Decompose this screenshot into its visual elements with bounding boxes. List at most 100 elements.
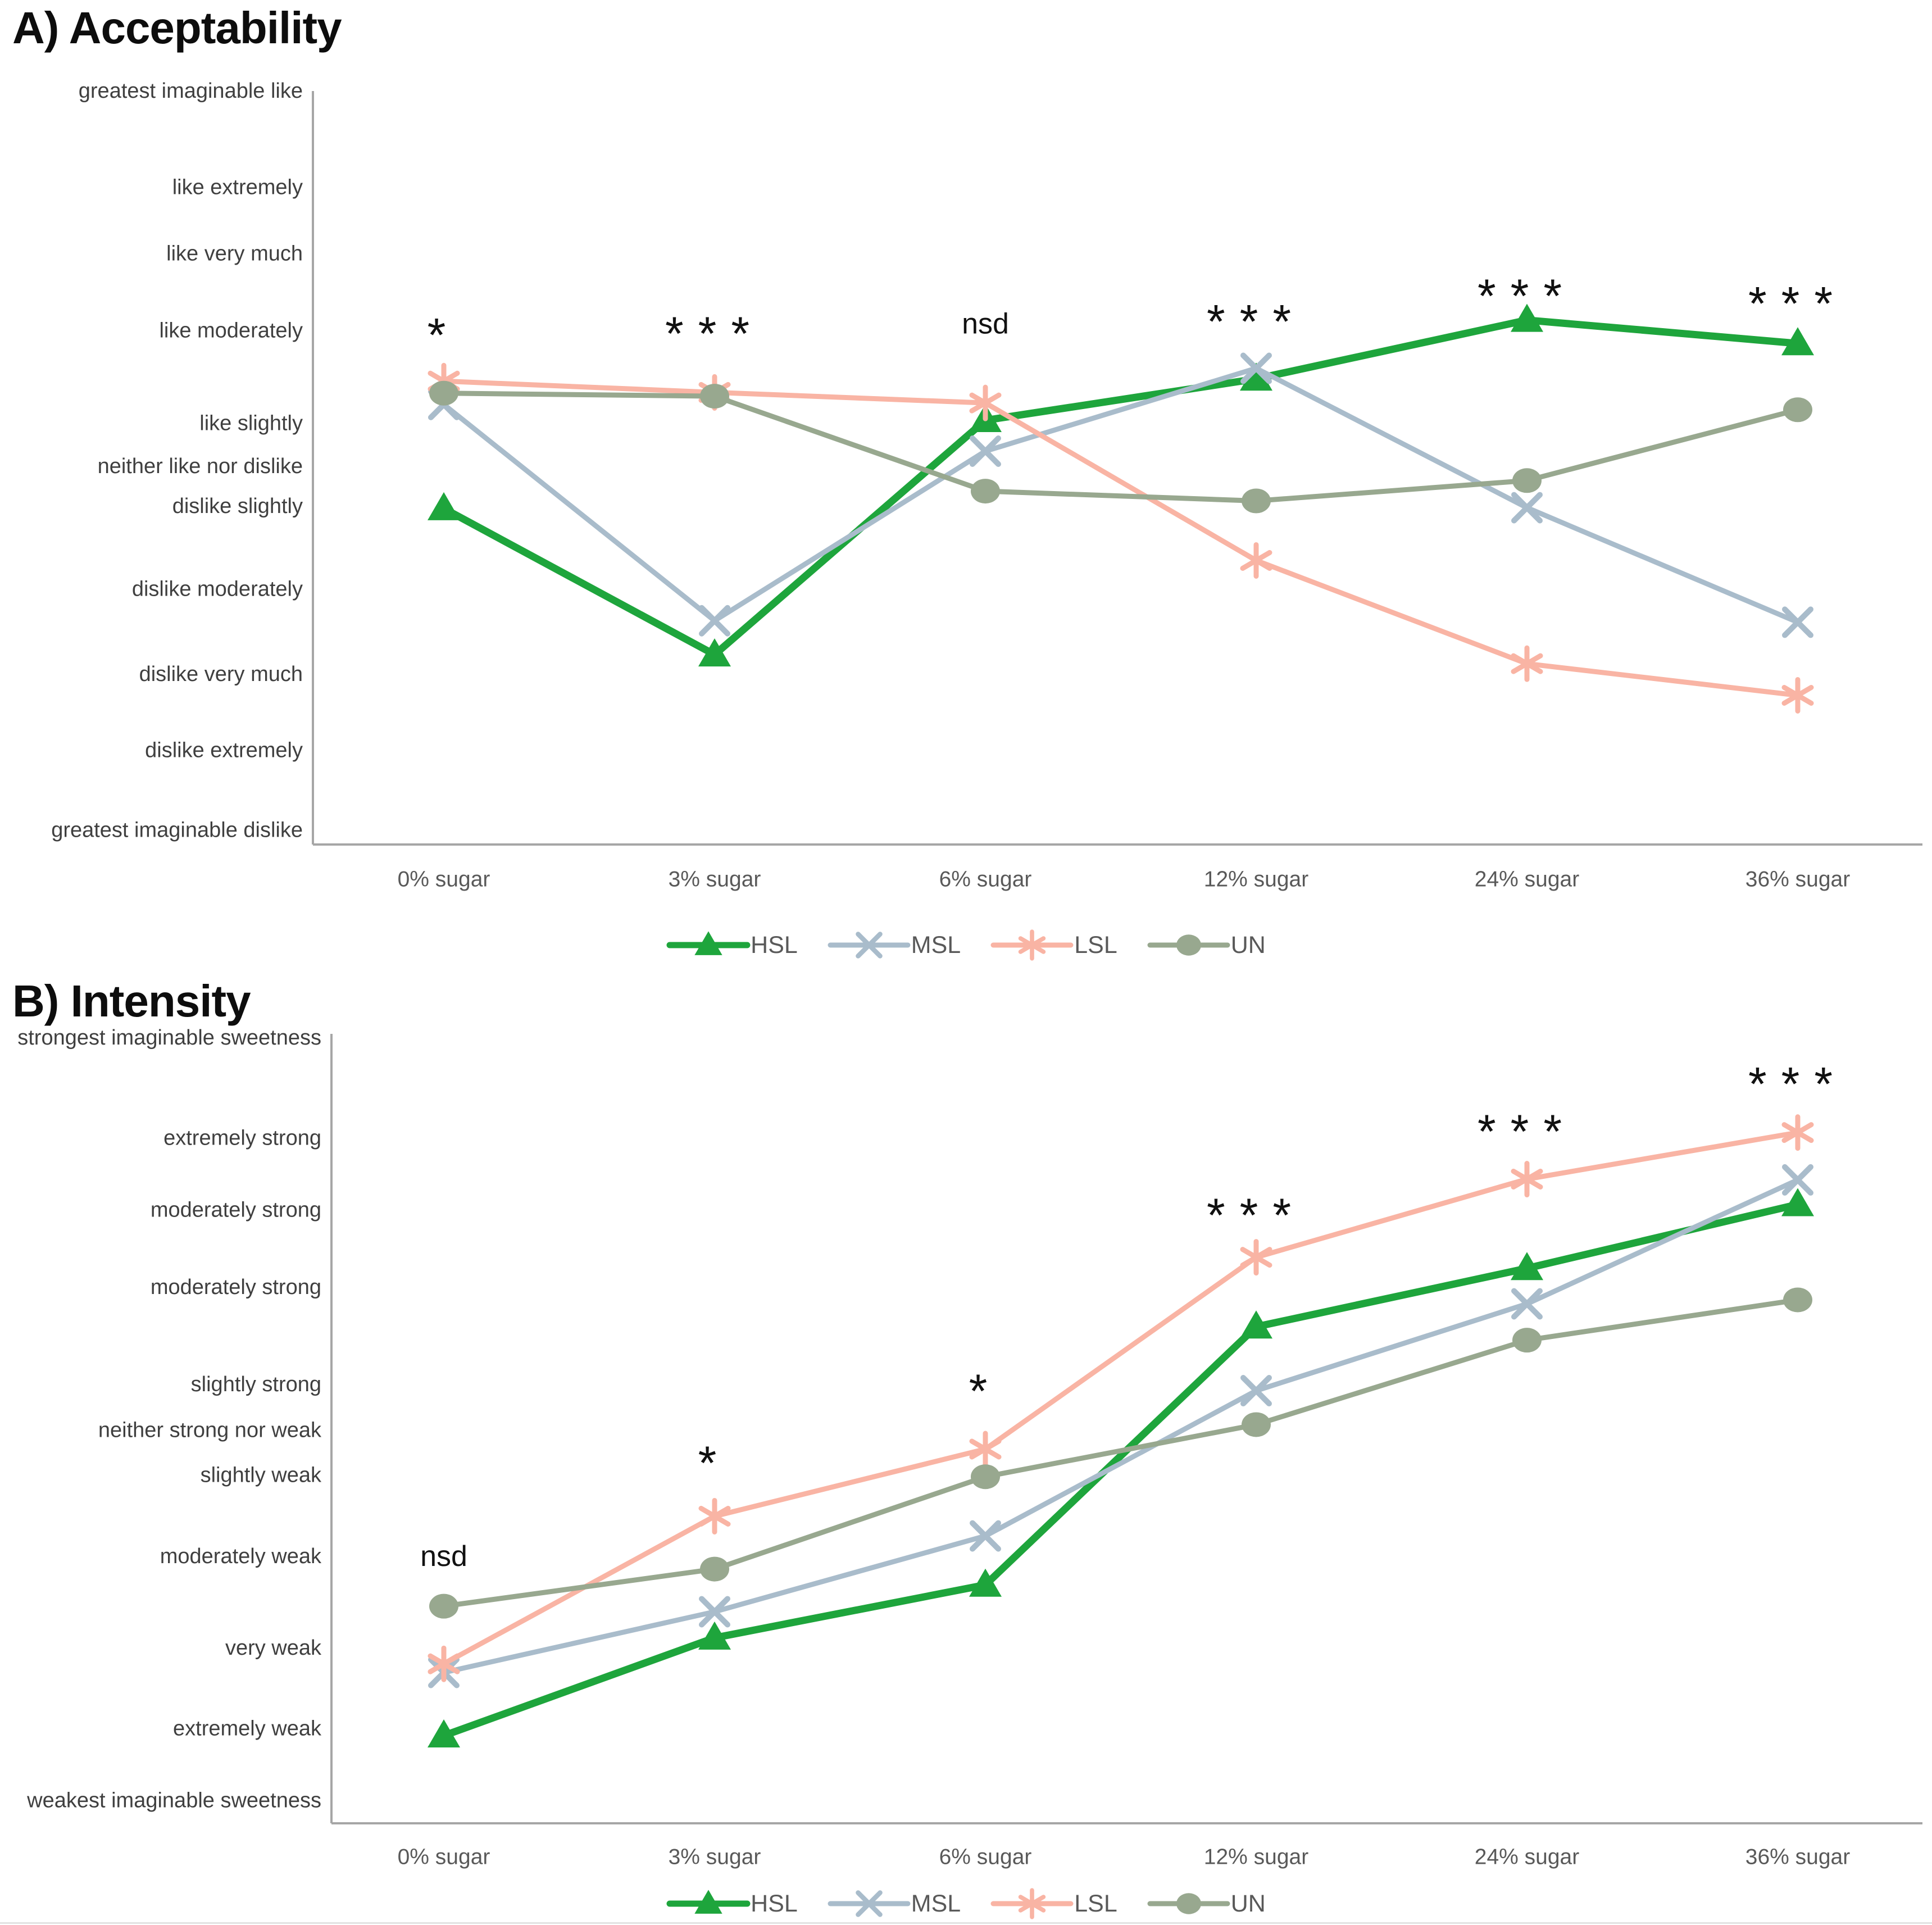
series-line-un bbox=[441, 391, 1801, 504]
legend-glyph bbox=[855, 1890, 883, 1917]
x-axis-label: 3% sugar bbox=[669, 868, 761, 892]
x-axis-label: 6% sugar bbox=[939, 1845, 1032, 1869]
y-axis-label: dislike slightly bbox=[172, 494, 303, 518]
series-marker-hsl bbox=[1781, 327, 1814, 356]
series-marker-un bbox=[1242, 488, 1271, 514]
legend-panel-a: HSL MSL LSL UN bbox=[0, 928, 1932, 962]
panel-b-group: strongest imaginable sweetness extremely … bbox=[17, 1026, 1922, 1869]
y-axis-label: like extremely bbox=[172, 176, 303, 199]
series-marker-un bbox=[429, 380, 458, 406]
legend-item-label: LSL bbox=[1074, 1890, 1117, 1917]
series-marker-lsl bbox=[969, 384, 1002, 421]
x-axis-label: 3% sugar bbox=[669, 1845, 761, 1869]
series-marker-msl bbox=[1240, 352, 1272, 384]
y-axis-label: moderately weak bbox=[160, 1545, 322, 1568]
series-marker-hsl bbox=[698, 638, 731, 667]
significance-label: *** bbox=[1748, 277, 1847, 330]
significance-label: *** bbox=[1748, 1057, 1847, 1110]
series-marker-hsl bbox=[1240, 1310, 1272, 1339]
series-marker-lsl bbox=[1240, 1239, 1272, 1276]
series-marker-msl bbox=[699, 605, 730, 637]
legend-item-lsl: LSL bbox=[990, 928, 1117, 962]
x-axis-label: 0% sugar bbox=[398, 868, 490, 892]
series-marker-lsl bbox=[1240, 542, 1272, 579]
legend-item-label: UN bbox=[1230, 1890, 1266, 1917]
significance-label: *** bbox=[1478, 1105, 1576, 1157]
series-marker-un bbox=[1783, 397, 1812, 423]
legend-glyph bbox=[694, 1890, 722, 1914]
series-marker-hsl bbox=[1511, 1252, 1543, 1281]
x-axis-label: 12% sugar bbox=[1204, 1845, 1308, 1869]
series-marker-un bbox=[429, 1593, 458, 1619]
legend-item-label: LSL bbox=[1074, 931, 1117, 959]
significance-label: * bbox=[428, 308, 461, 361]
series-line-hsl bbox=[440, 1200, 1802, 1740]
x-axis-label: 24% sugar bbox=[1475, 1845, 1579, 1869]
panel-a-group: greatest imaginable like like extremely li… bbox=[51, 79, 1922, 892]
legend-item-lsl: LSL bbox=[990, 1887, 1117, 1921]
legend-item-hsl: HSL bbox=[666, 1887, 798, 1921]
series-line-hsl bbox=[440, 316, 1802, 659]
series-marker-hsl bbox=[698, 1621, 731, 1650]
legend-marker-un bbox=[1147, 1893, 1230, 1914]
legend-marker-msl bbox=[828, 1890, 911, 1917]
series-marker-msl bbox=[1782, 1164, 1813, 1196]
legend-item-label: MSL bbox=[911, 931, 961, 959]
series-marker-lsl bbox=[698, 1497, 731, 1534]
legend-marker-lsl bbox=[990, 1888, 1074, 1919]
series-marker-lsl bbox=[1781, 1114, 1814, 1151]
legend-item-hsl: HSL bbox=[666, 928, 798, 962]
significance-label: nsd bbox=[420, 1540, 467, 1573]
legend-item-un: UN bbox=[1147, 928, 1266, 962]
series-marker-msl bbox=[970, 1520, 1001, 1552]
legend-marker-un bbox=[1147, 934, 1230, 956]
panel-b-title: B) Intensity bbox=[12, 976, 251, 1026]
legend-glyph bbox=[1018, 929, 1046, 961]
legend-marker-lsl bbox=[990, 929, 1074, 961]
legend-item-label: HSL bbox=[751, 931, 798, 959]
significance-label: * bbox=[698, 1436, 731, 1489]
series-marker-hsl bbox=[969, 1568, 1002, 1597]
legend-item-label: UN bbox=[1230, 931, 1266, 959]
series-marker-un bbox=[971, 1464, 1000, 1490]
x-axis-label: 0% sugar bbox=[398, 1845, 490, 1869]
series-marker-lsl bbox=[1511, 1161, 1543, 1198]
y-axis-label: slightly weak bbox=[201, 1463, 322, 1487]
legend-glyph bbox=[1176, 1893, 1201, 1914]
y-axis-label: strongest imaginable sweetness bbox=[17, 1026, 321, 1050]
x-axis-label: 6% sugar bbox=[939, 868, 1032, 892]
x-axis-label: 36% sugar bbox=[1745, 868, 1850, 892]
y-axis-label: dislike very much bbox=[139, 662, 303, 686]
legend-glyph bbox=[1018, 1888, 1046, 1919]
y-axis-label: weakest imaginable sweetness bbox=[26, 1788, 321, 1812]
significance-label: *** bbox=[1207, 295, 1306, 348]
y-axis-label: neither strong nor weak bbox=[98, 1418, 322, 1442]
significance-label: *** bbox=[665, 307, 764, 360]
series-marker-lsl bbox=[969, 1431, 1002, 1468]
x-axis-label: 12% sugar bbox=[1204, 868, 1308, 892]
series-marker-un bbox=[700, 384, 729, 409]
series-line-un bbox=[441, 1297, 1801, 1609]
series-marker-un bbox=[971, 479, 1000, 504]
series-marker-hsl bbox=[428, 492, 460, 520]
series-line-msl bbox=[441, 365, 1801, 625]
y-axis-label: moderately strong bbox=[151, 1198, 321, 1222]
legend-item-msl: MSL bbox=[827, 1887, 961, 1921]
series-marker-un bbox=[1512, 1328, 1542, 1353]
legend-item-label: HSL bbox=[751, 1890, 798, 1917]
series-marker-hsl bbox=[1511, 303, 1543, 332]
series-marker-hsl bbox=[1781, 1188, 1814, 1216]
legend-item-un: UN bbox=[1147, 1887, 1266, 1921]
significance-label: *** bbox=[1478, 269, 1576, 322]
panel-a-title: A) Acceptability bbox=[12, 3, 342, 53]
series-marker-un bbox=[1783, 1287, 1812, 1313]
y-axis-label: dislike moderately bbox=[132, 577, 303, 601]
legend-item-label: MSL bbox=[911, 1890, 961, 1917]
legend-glyph bbox=[1176, 934, 1201, 956]
significance-label: *** bbox=[1207, 1188, 1306, 1241]
y-axis-label: greatest imaginable dislike bbox=[51, 819, 303, 842]
legend-glyph bbox=[855, 932, 883, 959]
y-axis-label: dislike extremely bbox=[145, 738, 303, 762]
y-axis-label: greatest imaginable like bbox=[79, 79, 303, 103]
